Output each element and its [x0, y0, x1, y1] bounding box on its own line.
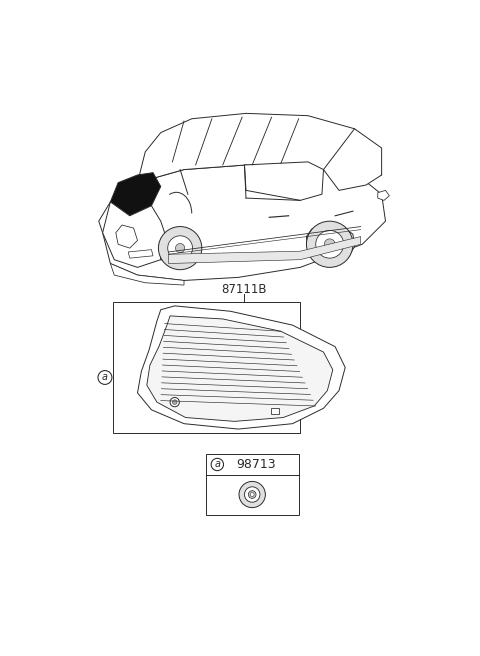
- Text: 98713: 98713: [236, 458, 276, 471]
- Circle shape: [168, 236, 192, 260]
- Circle shape: [248, 491, 256, 499]
- Polygon shape: [159, 232, 201, 265]
- Circle shape: [244, 487, 260, 502]
- Polygon shape: [306, 225, 355, 262]
- Polygon shape: [128, 250, 153, 258]
- Polygon shape: [244, 162, 324, 200]
- Polygon shape: [110, 264, 184, 285]
- Polygon shape: [103, 202, 168, 268]
- Text: a: a: [102, 373, 108, 382]
- Polygon shape: [99, 165, 385, 281]
- Circle shape: [306, 221, 353, 268]
- Circle shape: [250, 493, 254, 497]
- Polygon shape: [378, 190, 389, 200]
- Polygon shape: [324, 129, 382, 190]
- Polygon shape: [116, 225, 137, 248]
- Polygon shape: [137, 113, 382, 182]
- Circle shape: [239, 482, 265, 508]
- Circle shape: [98, 371, 112, 384]
- Circle shape: [316, 230, 344, 258]
- Text: a: a: [215, 459, 220, 470]
- Circle shape: [324, 239, 335, 250]
- Circle shape: [172, 400, 177, 405]
- Polygon shape: [147, 316, 333, 421]
- Polygon shape: [137, 306, 345, 429]
- Circle shape: [211, 459, 224, 470]
- Circle shape: [170, 398, 180, 407]
- Polygon shape: [110, 173, 161, 216]
- Polygon shape: [271, 408, 279, 415]
- Polygon shape: [168, 237, 360, 264]
- Circle shape: [158, 226, 202, 270]
- Text: 87111B: 87111B: [222, 283, 267, 297]
- Circle shape: [176, 243, 185, 253]
